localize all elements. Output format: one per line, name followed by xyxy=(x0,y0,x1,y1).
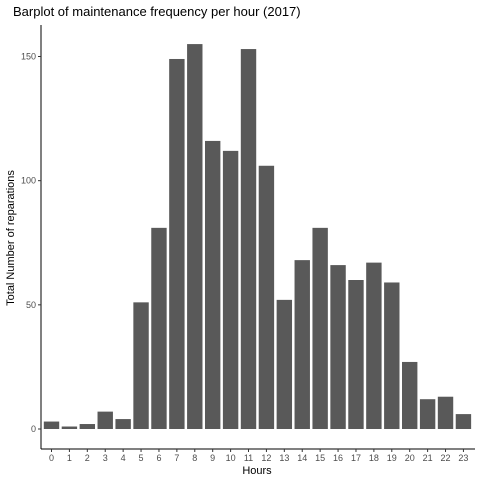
x-tick-label: 9 xyxy=(210,453,215,463)
bar-hour-14 xyxy=(294,260,310,429)
bar-hour-0 xyxy=(43,421,60,429)
y-tick-label: 0 xyxy=(31,424,36,434)
bar-hour-2 xyxy=(79,424,96,429)
x-tick-label: 21 xyxy=(423,453,433,463)
bar-hour-6 xyxy=(151,227,167,429)
y-tick-label: 150 xyxy=(21,52,36,62)
x-tick-label: 3 xyxy=(103,453,108,463)
x-tick-label: 22 xyxy=(441,453,451,463)
x-tick-label: 14 xyxy=(297,453,307,463)
bar-hour-18 xyxy=(366,262,382,429)
bar-hour-13 xyxy=(276,299,293,429)
x-tick-label: 6 xyxy=(156,453,161,463)
x-tick-label: 7 xyxy=(174,453,179,463)
x-tick-label: 19 xyxy=(387,453,397,463)
bar-hour-5 xyxy=(133,302,149,429)
x-tick-label: 1 xyxy=(67,453,72,463)
x-axis-label: Hours xyxy=(242,465,272,477)
x-tick-label: 18 xyxy=(369,453,379,463)
bar-hour-16 xyxy=(330,265,346,429)
bar-hour-11 xyxy=(240,49,257,430)
x-tick-label: 11 xyxy=(244,453,253,463)
x-tick-label: 15 xyxy=(315,453,325,463)
x-tick-label: 17 xyxy=(351,453,361,463)
x-tick-label: 16 xyxy=(333,453,343,463)
bar-hour-20 xyxy=(402,361,418,429)
x-tick-label: 0 xyxy=(49,453,54,463)
y-tick-label: 100 xyxy=(21,176,36,186)
x-tick-label: 12 xyxy=(261,453,271,463)
x-tick-label: 8 xyxy=(192,453,197,463)
bar-hour-1 xyxy=(61,426,78,429)
bar-hour-19 xyxy=(384,282,400,429)
bar-hour-8 xyxy=(187,44,203,429)
bar-hour-21 xyxy=(419,399,436,429)
x-tick-label: 4 xyxy=(121,453,126,463)
bar-hour-7 xyxy=(169,58,185,429)
bar-hour-3 xyxy=(97,411,113,429)
bar-hour-12 xyxy=(258,165,275,429)
x-tick-label: 23 xyxy=(458,453,468,463)
y-axis-label: Total Number of reparations xyxy=(5,170,17,306)
bar-hour-4 xyxy=(115,419,131,429)
bars-group xyxy=(43,44,472,430)
bar-hour-9 xyxy=(204,140,221,429)
x-ticks-group: 0 1 2 3 4 5 6 7 8 9 10 11 12 13 14 15 16 17 18 19 20 21 22 23 xyxy=(49,449,468,463)
bar-hour-15 xyxy=(312,227,328,429)
bar-hour-10 xyxy=(222,150,239,429)
x-tick-label: 5 xyxy=(139,453,144,463)
bar-hour-17 xyxy=(348,280,364,429)
y-ticks-group: 0 50 100 150 xyxy=(21,52,41,434)
x-tick-label: 13 xyxy=(279,453,289,463)
x-tick-label: 20 xyxy=(405,453,415,463)
bar-hour-22 xyxy=(437,396,454,429)
chart-title: Barplot of maintenance frequency per hou… xyxy=(13,4,301,19)
y-tick-label: 50 xyxy=(26,300,36,310)
x-tick-label: 2 xyxy=(85,453,90,463)
bar-hour-23 xyxy=(455,414,472,429)
x-tick-label: 10 xyxy=(226,453,236,463)
